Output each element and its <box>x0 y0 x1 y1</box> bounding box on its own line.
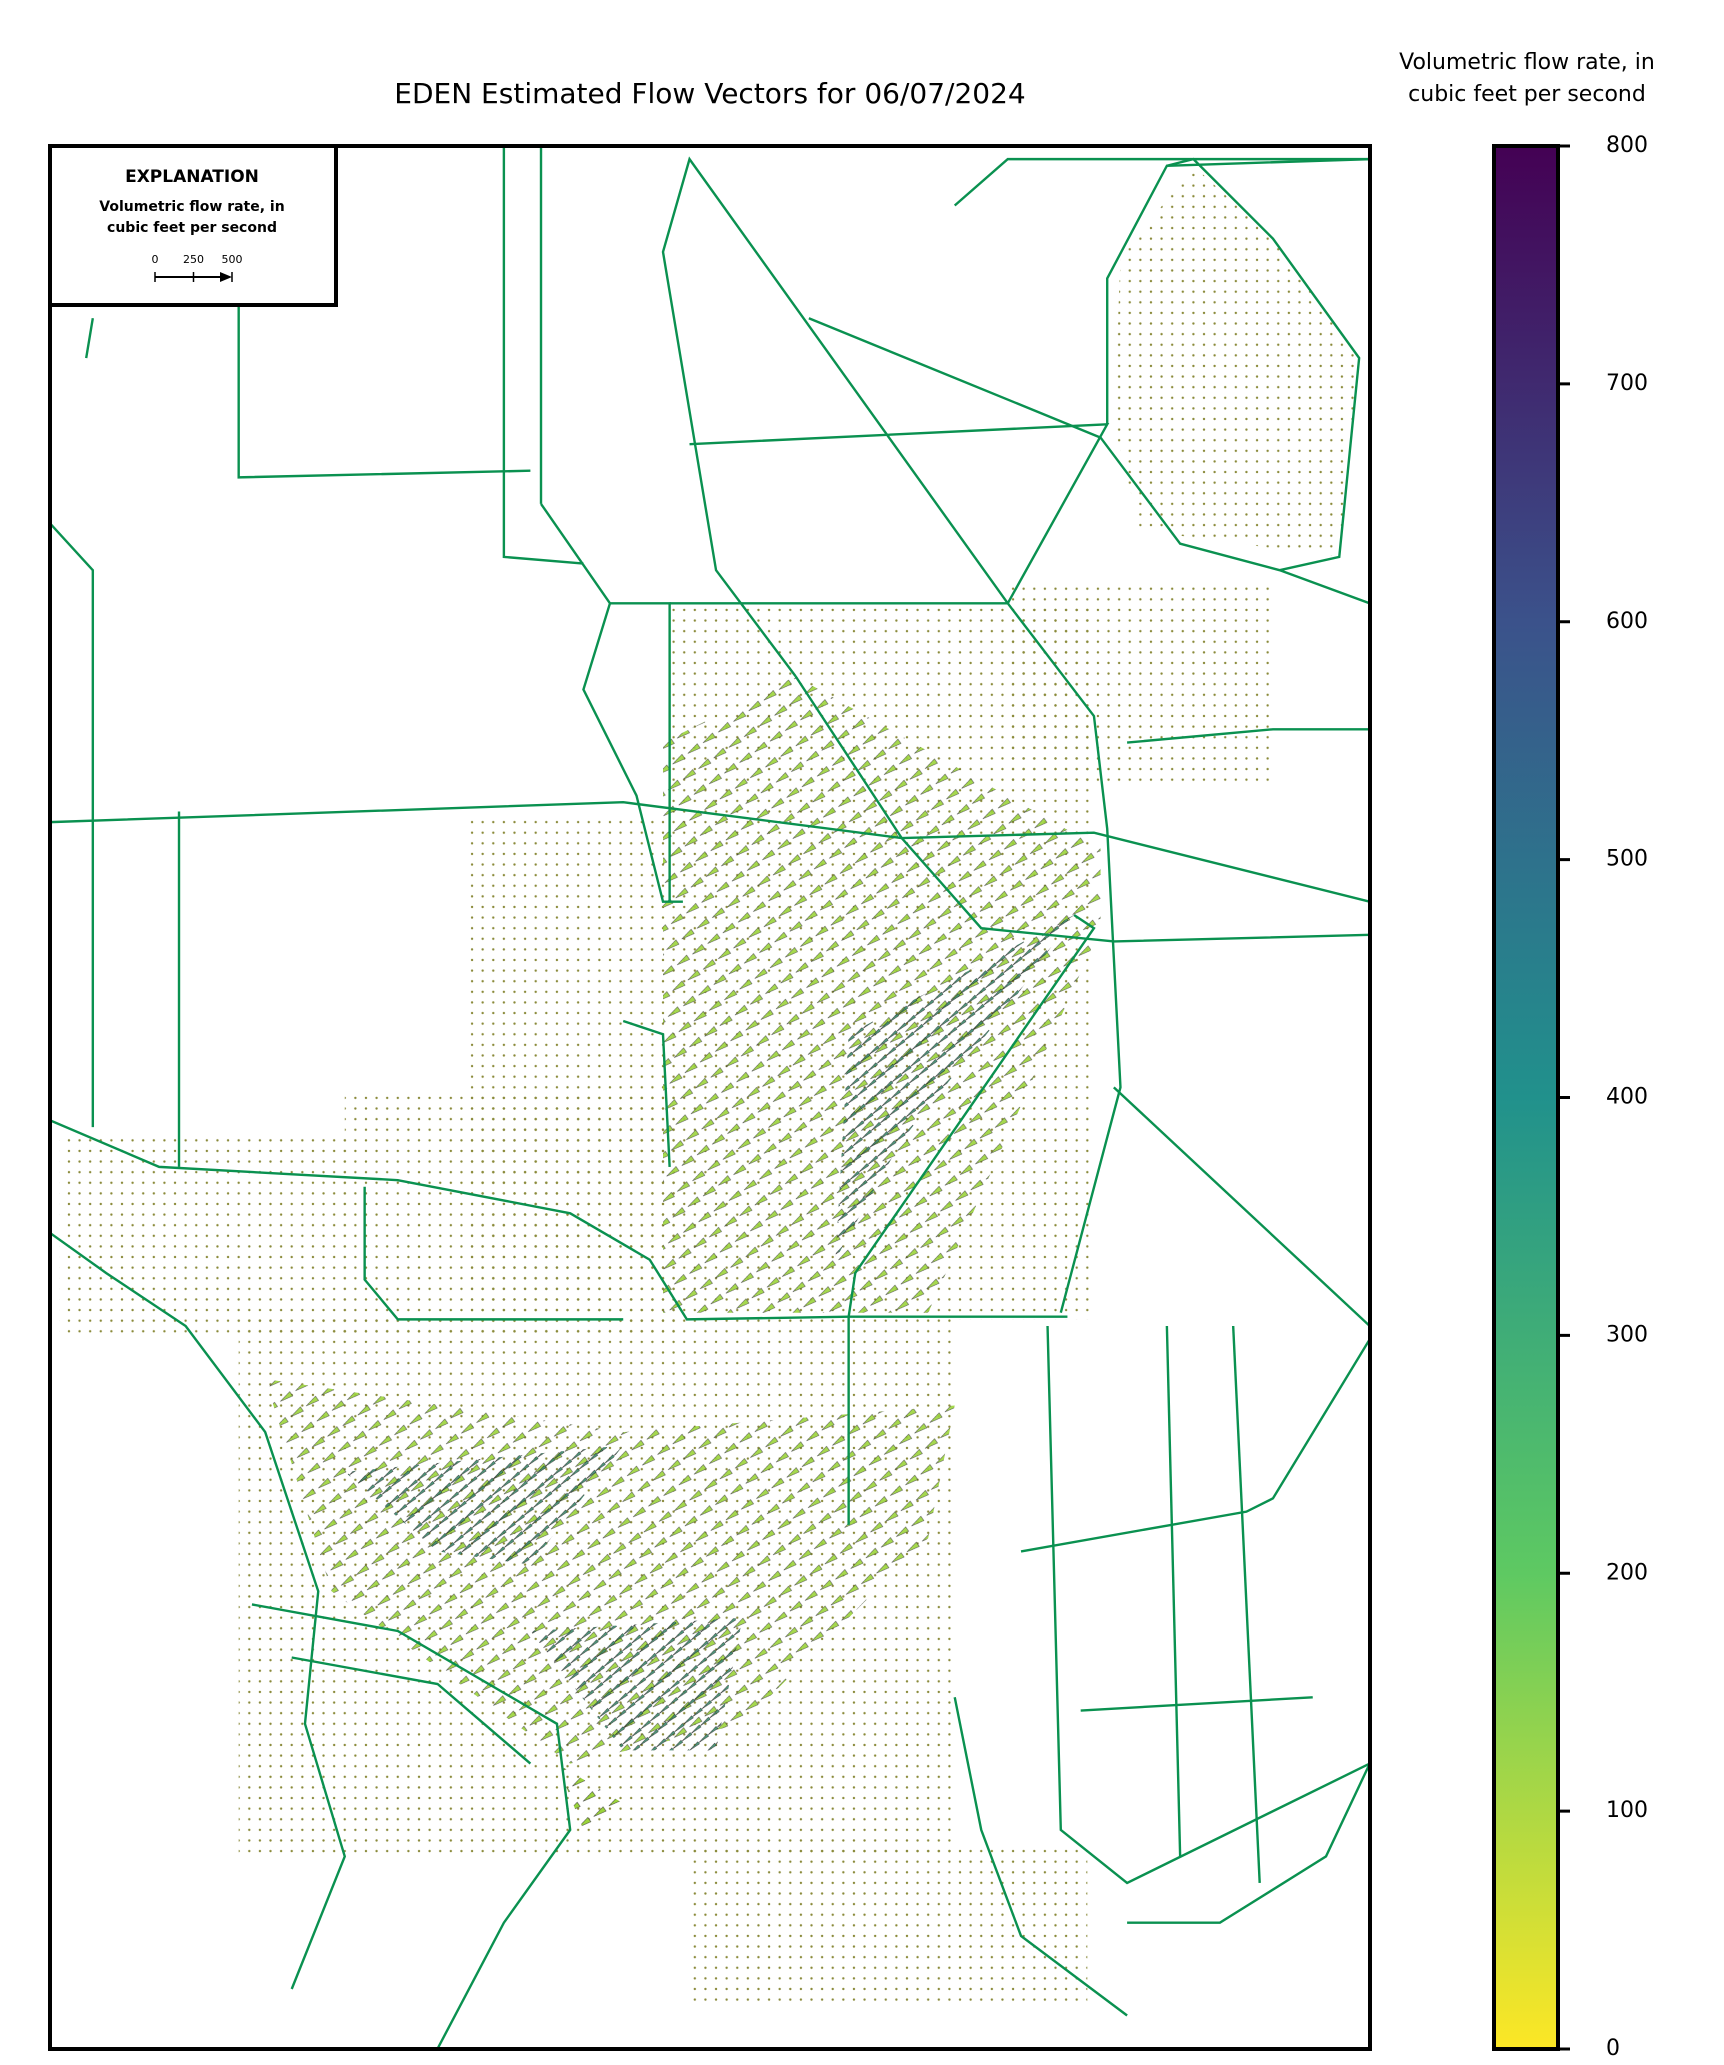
explanation: EXPLANATION Volumetric flow rate, in cub… <box>48 144 338 307</box>
colorbar-label: cubic feet per second <box>1408 82 1646 107</box>
colorbar-scale <box>1492 144 1560 2051</box>
colorbar-tick-label: 200 <box>1606 1560 1648 1585</box>
colorbar-tick-label: 100 <box>1606 1798 1648 1823</box>
colorbar-tick-label: 400 <box>1606 1085 1648 1110</box>
explanation-label: cubic feet per second <box>107 220 277 236</box>
colorbar: Volumetric flow rate, in cubic feet per … <box>1399 50 1655 2061</box>
scale-tick-label: 0 <box>152 253 159 266</box>
map <box>50 146 1369 2049</box>
map-title: EDEN Estimated Flow Vectors for 06/07/20… <box>394 77 1025 110</box>
colorbar-tick-label: 800 <box>1606 133 1648 158</box>
scale-arrow: 0 250 500 <box>152 253 243 282</box>
colorbar-tick-label: 500 <box>1606 847 1648 872</box>
colorbar-tick-label: 300 <box>1606 1322 1648 1347</box>
explanation-label: Volumetric flow rate, in <box>99 199 284 215</box>
scale-tick-label: 250 <box>183 253 204 266</box>
flow-fields <box>59 165 1360 2003</box>
colorbar-label: Volumetric flow rate, in <box>1399 50 1655 75</box>
canals <box>50 146 1369 2049</box>
colorbar-tick-label: 0 <box>1606 2036 1620 2061</box>
map-frame <box>48 144 1372 2051</box>
scale-tick-label: 500 <box>222 253 243 266</box>
explanation-title: EXPLANATION <box>125 167 259 187</box>
colorbar-tick-label: 600 <box>1606 609 1648 634</box>
colorbar-tick-label: 700 <box>1606 371 1648 396</box>
scale-head <box>220 272 232 282</box>
